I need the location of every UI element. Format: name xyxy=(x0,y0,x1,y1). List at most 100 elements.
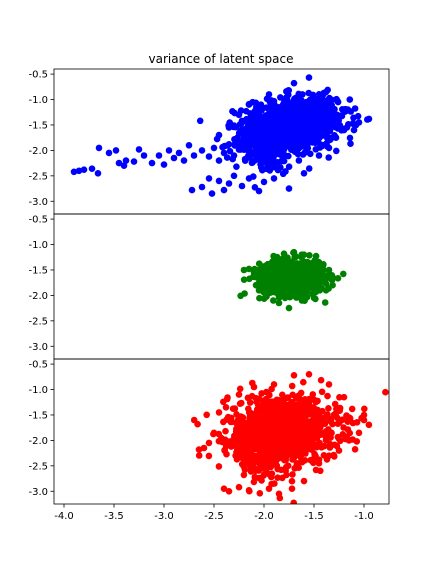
data-point xyxy=(239,414,247,421)
data-point xyxy=(276,285,283,292)
data-point xyxy=(245,101,253,108)
data-point xyxy=(225,180,233,187)
data-point xyxy=(231,405,239,412)
y-tick-label: -3.0 xyxy=(28,487,48,498)
data-point xyxy=(285,87,293,94)
data-point xyxy=(205,439,213,447)
data-point xyxy=(355,119,363,126)
data-point xyxy=(247,443,254,451)
data-point xyxy=(307,432,314,439)
y-tick-label: -2.0 xyxy=(28,436,48,447)
data-point xyxy=(215,177,223,185)
data-point xyxy=(263,277,271,285)
data-point xyxy=(299,407,306,415)
panel-1: -0.5 -1.0 -1.5 -2.0 -2.5 -3.0 xyxy=(28,68,390,215)
data-point xyxy=(270,398,278,406)
data-point xyxy=(264,469,271,477)
data-point xyxy=(135,146,143,153)
data-point xyxy=(274,106,281,114)
x-axis: -4.0 -3.5 -3.0 -2.5 -2.0 -1.5 -1.0 xyxy=(54,504,374,522)
data-point xyxy=(312,443,320,451)
data-point xyxy=(327,434,334,441)
data-point xyxy=(306,252,313,259)
data-point xyxy=(239,429,246,437)
data-point xyxy=(350,126,358,134)
data-point xyxy=(270,457,278,464)
data-point xyxy=(270,381,278,388)
data-point xyxy=(309,127,317,134)
data-point xyxy=(278,157,285,165)
series-points-2 xyxy=(237,248,347,312)
x-tick-label: -4.0 xyxy=(54,511,74,522)
data-point xyxy=(295,157,303,164)
data-point xyxy=(215,131,223,139)
data-point xyxy=(299,151,307,158)
data-point xyxy=(300,477,308,485)
data-point xyxy=(272,267,280,275)
data-point xyxy=(285,118,293,125)
data-point xyxy=(210,144,218,152)
data-point xyxy=(196,117,204,125)
data-point xyxy=(261,423,269,431)
data-point xyxy=(303,439,311,447)
data-point xyxy=(308,420,316,428)
data-point xyxy=(275,450,283,457)
data-point xyxy=(246,451,253,458)
data-point xyxy=(312,398,320,406)
data-point xyxy=(285,304,293,312)
data-point xyxy=(225,124,233,131)
data-point xyxy=(283,413,291,421)
data-point xyxy=(237,128,244,136)
data-point xyxy=(325,405,332,412)
data-point xyxy=(276,440,284,448)
data-point xyxy=(250,383,258,391)
y-tick-label: -3.0 xyxy=(28,197,48,208)
data-point xyxy=(267,463,275,471)
data-point xyxy=(298,264,306,271)
x-tick-label: -2.0 xyxy=(254,511,274,522)
data-point xyxy=(258,149,266,156)
data-point xyxy=(190,152,198,159)
data-point xyxy=(360,411,368,419)
data-point xyxy=(289,471,296,478)
data-point xyxy=(304,144,312,152)
data-point xyxy=(318,415,326,422)
data-point xyxy=(304,139,312,147)
data-point xyxy=(275,150,283,158)
data-point xyxy=(122,157,130,164)
data-point xyxy=(120,162,128,169)
data-point xyxy=(259,264,267,271)
data-point xyxy=(270,447,278,454)
data-point xyxy=(234,138,241,146)
data-point xyxy=(325,266,333,274)
data-point xyxy=(316,109,323,116)
data-point xyxy=(300,251,308,258)
data-point xyxy=(269,261,276,269)
data-point xyxy=(222,404,230,411)
data-point xyxy=(271,123,278,130)
data-point xyxy=(271,136,279,143)
data-point xyxy=(345,414,353,421)
data-point xyxy=(277,94,284,101)
data-point xyxy=(280,250,288,257)
data-point xyxy=(288,139,296,147)
data-point xyxy=(248,159,256,167)
y-tick-label: -2.5 xyxy=(28,461,48,472)
data-point xyxy=(317,376,325,384)
data-point xyxy=(273,405,281,412)
data-point xyxy=(195,446,203,453)
data-point xyxy=(312,432,319,440)
data-point xyxy=(233,163,240,170)
data-point xyxy=(239,454,246,462)
data-point xyxy=(290,452,297,460)
data-point xyxy=(329,281,336,289)
data-point xyxy=(293,404,301,411)
data-point xyxy=(276,412,284,420)
data-point xyxy=(261,114,269,121)
data-point xyxy=(220,149,228,157)
data-point xyxy=(305,131,313,139)
data-point xyxy=(259,432,267,439)
y-tick-label: -2.5 xyxy=(28,171,48,182)
data-point xyxy=(284,265,291,272)
data-point xyxy=(160,161,168,168)
